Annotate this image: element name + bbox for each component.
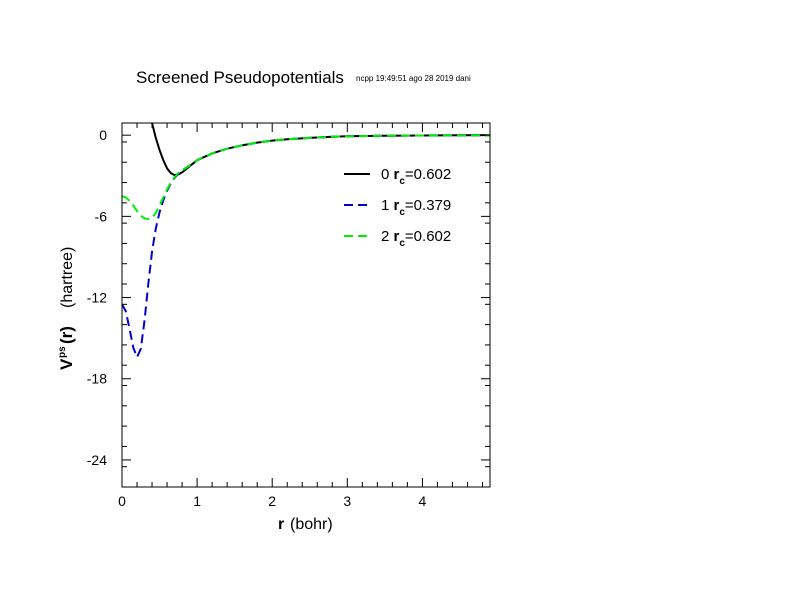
y-axis-label-sup: ps (57, 346, 68, 358)
x-axis-label-unit: (bohr) (290, 516, 333, 533)
legend-entry-2: 2 rc=0.602 (381, 228, 451, 249)
y-tick-label: -6 (95, 208, 108, 224)
plot-frame (121, 122, 491, 488)
x-tick-label: 0 (118, 493, 126, 509)
x-axis-label: r (bohr) (278, 516, 333, 533)
plot-area (122, 123, 490, 359)
y-tick-label: -24 (87, 452, 107, 468)
chart-title: Screened Pseudopotentials (136, 68, 344, 87)
y-axis-label: V ps (r) (hartree) (57, 247, 76, 370)
x-tick-label: 2 (268, 493, 276, 509)
y-axis-label-unit: (hartree) (59, 247, 76, 308)
x-tick-label: 4 (419, 493, 427, 509)
legend: 0 rc=0.602 1 rc=0.379 2 rc=0.602 (344, 166, 451, 249)
x-tick-label: 3 (343, 493, 351, 509)
series-line-2 (122, 134, 490, 221)
x-tick-label: 1 (193, 493, 201, 509)
y-tick-label: -18 (87, 371, 107, 387)
y-axis-label-arg: (r) (57, 326, 76, 344)
y-axis-label-main: V (57, 358, 76, 370)
y-tick-label: 0 (99, 127, 107, 143)
legend-entry-1: 1 rc=0.379 (381, 197, 451, 218)
axis-ticks: 0 1 2 3 4 0 -6 -12 -18 -24 (87, 123, 490, 509)
timestamp-stamp: ncpp 19:49:51 ago 28 2019 dani (356, 74, 471, 83)
x-axis-label-bold: r (278, 516, 284, 533)
y-tick-label: -12 (87, 290, 107, 306)
legend-entry-0: 0 rc=0.602 (381, 166, 451, 187)
